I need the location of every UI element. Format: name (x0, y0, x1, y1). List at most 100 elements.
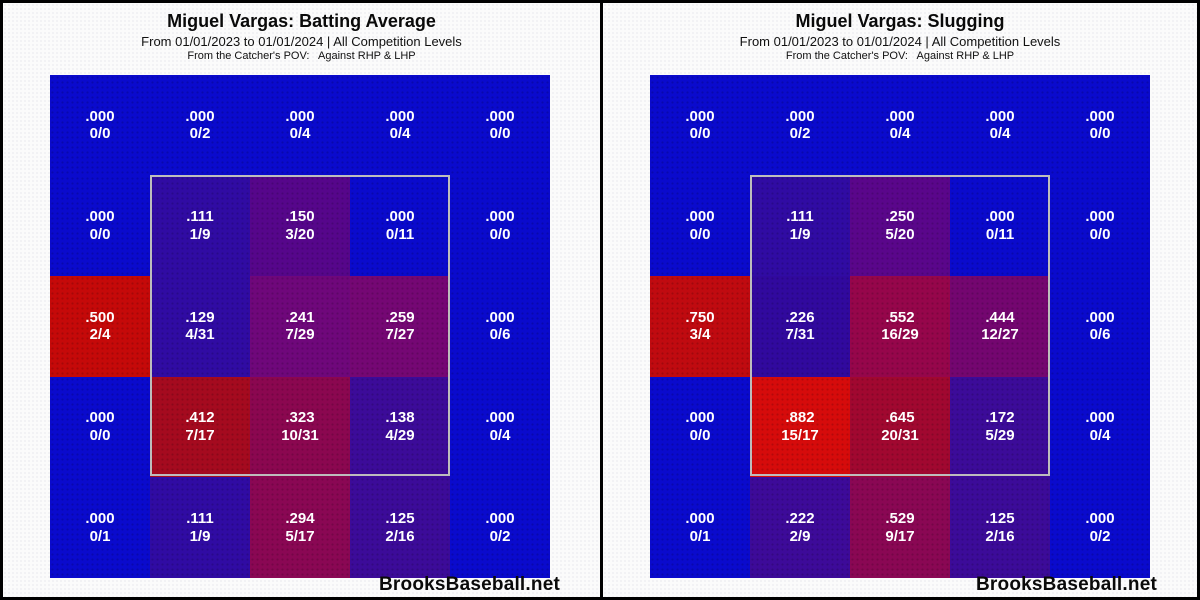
cell-count: 0/4 (489, 427, 511, 445)
zone-cell: .250 5/20 (850, 175, 950, 277)
cell-value: .412 (185, 409, 215, 427)
cell-value: .000 (885, 107, 915, 125)
cell-count: 0/2 (489, 527, 511, 545)
cell-count: 0/4 (889, 125, 911, 143)
zone-cell: .129 4/31 (150, 276, 250, 377)
cell-count: 0/11 (385, 225, 415, 243)
cell-value: .500 (85, 308, 115, 326)
zone-cell: .444 12/27 (950, 276, 1050, 377)
cell-count: 7/31 (785, 326, 815, 344)
zone-cell: .150 3/20 (250, 175, 350, 277)
cell-count: 20/31 (881, 427, 919, 445)
zone-cell: .323 10/31 (250, 376, 350, 478)
cell-value: .444 (985, 308, 1015, 326)
cell-value: .000 (285, 107, 315, 125)
cell-count: 5/29 (985, 427, 1015, 445)
zone-cell: .125 2/16 (350, 477, 450, 578)
cell-value: .000 (1085, 510, 1115, 527)
cell-count: 1/9 (789, 225, 811, 243)
zone-cell: .000 0/1 (50, 477, 150, 578)
cell-value: .259 (385, 308, 415, 326)
cell-count: 2/16 (385, 527, 415, 545)
cell-value: .000 (485, 308, 515, 326)
zone-cell: .000 0/4 (450, 376, 550, 478)
cell-value: .125 (985, 510, 1015, 527)
cell-count: 1/9 (189, 527, 211, 545)
zone-cell: .000 0/1 (650, 477, 750, 578)
cell-count: 0/0 (1089, 225, 1111, 243)
cell-value: .111 (786, 208, 814, 226)
cell-count: 2/4 (89, 326, 111, 344)
zone-cell: .226 7/31 (750, 276, 850, 377)
cell-count: 4/29 (385, 427, 415, 445)
zone-cell: .000 0/0 (1050, 75, 1150, 176)
zone-grid-slugging: .000 0/0.000 0/2.000 0/4.000 0/4.000 0/0.000 0… (650, 75, 1150, 578)
cell-count: 0/0 (489, 225, 511, 243)
cell-value: .000 (485, 409, 515, 427)
cell-value: .000 (85, 409, 115, 427)
cell-count: 5/20 (885, 225, 915, 243)
cell-count: 0/0 (689, 125, 711, 143)
panel-batting-average: Miguel Vargas: Batting Average From 01/0… (3, 3, 600, 597)
cell-count: 7/29 (285, 326, 315, 344)
cell-value: .000 (985, 208, 1015, 226)
cell-count: 0/2 (789, 125, 811, 143)
cell-value: .000 (385, 208, 415, 226)
zone-cell: .882 15/17 (750, 376, 850, 478)
cell-value: .000 (385, 107, 415, 125)
cell-value: .241 (285, 308, 315, 326)
zone-cell: .552 16/29 (850, 276, 950, 377)
cell-count: 0/0 (689, 427, 711, 445)
panel-header: Miguel Vargas: Batting Average From 01/0… (3, 11, 600, 63)
zone-cell: .241 7/29 (250, 276, 350, 377)
date-range-subtitle: From 01/01/2023 to 01/01/2024 | All Comp… (141, 33, 462, 49)
cell-value: .750 (685, 308, 715, 326)
cell-count: 5/17 (285, 527, 315, 545)
cell-value: .000 (85, 208, 115, 226)
cell-value: .125 (385, 510, 415, 527)
zone-cell: .222 2/9 (750, 477, 850, 578)
cell-count: 0/2 (1089, 527, 1111, 545)
zone-cell: .529 9/17 (850, 477, 950, 578)
cell-value: .294 (285, 510, 315, 527)
cell-count: 0/0 (689, 225, 711, 243)
zone-cell: .000 0/0 (450, 75, 550, 176)
cell-count: 4/31 (185, 326, 215, 344)
cell-value: .000 (185, 107, 215, 125)
cell-count: 3/4 (689, 326, 711, 344)
cell-value: .000 (1085, 107, 1115, 125)
cell-value: .226 (785, 308, 815, 326)
zone-cell: .000 0/4 (850, 75, 950, 176)
zone-grid-batting-average: .000 0/0.000 0/2.000 0/4.000 0/4.000 0/0.000 0… (50, 75, 550, 578)
cell-value: .000 (485, 510, 515, 527)
cell-count: 7/17 (185, 427, 215, 445)
cell-value: .111 (186, 510, 214, 527)
cell-value: .000 (785, 107, 815, 125)
cell-count: 0/0 (89, 125, 111, 143)
cell-count: 9/17 (885, 527, 915, 545)
zone-cell: .000 0/0 (650, 75, 750, 176)
cell-count: 0/6 (489, 326, 511, 344)
cell-count: 0/1 (689, 527, 711, 545)
cell-count: 10/31 (281, 427, 319, 445)
cell-value: .150 (285, 208, 315, 226)
cell-value: .000 (1085, 308, 1115, 326)
cell-value: .172 (985, 409, 1015, 427)
zone-cell: .000 0/0 (1050, 175, 1150, 277)
zone-cell: .000 0/0 (450, 175, 550, 277)
cell-count: 0/6 (1089, 326, 1111, 344)
cell-count: 0/11 (985, 225, 1015, 243)
cell-count: 2/16 (985, 527, 1015, 545)
zone-cell: .750 3/4 (650, 276, 750, 377)
pov-annotation: From the Catcher's POV: Against RHP & LH… (187, 50, 416, 63)
zone-cell: .000 0/2 (750, 75, 850, 176)
cell-value: .250 (885, 208, 915, 226)
cell-count: 0/0 (89, 427, 111, 445)
cell-value: .129 (185, 308, 215, 326)
cell-count: 0/1 (89, 527, 111, 545)
cell-value: .000 (685, 208, 715, 226)
page-title: Miguel Vargas: Slugging (795, 11, 1005, 31)
zone-cell: .000 0/11 (950, 175, 1050, 277)
cell-value: .000 (985, 107, 1015, 125)
